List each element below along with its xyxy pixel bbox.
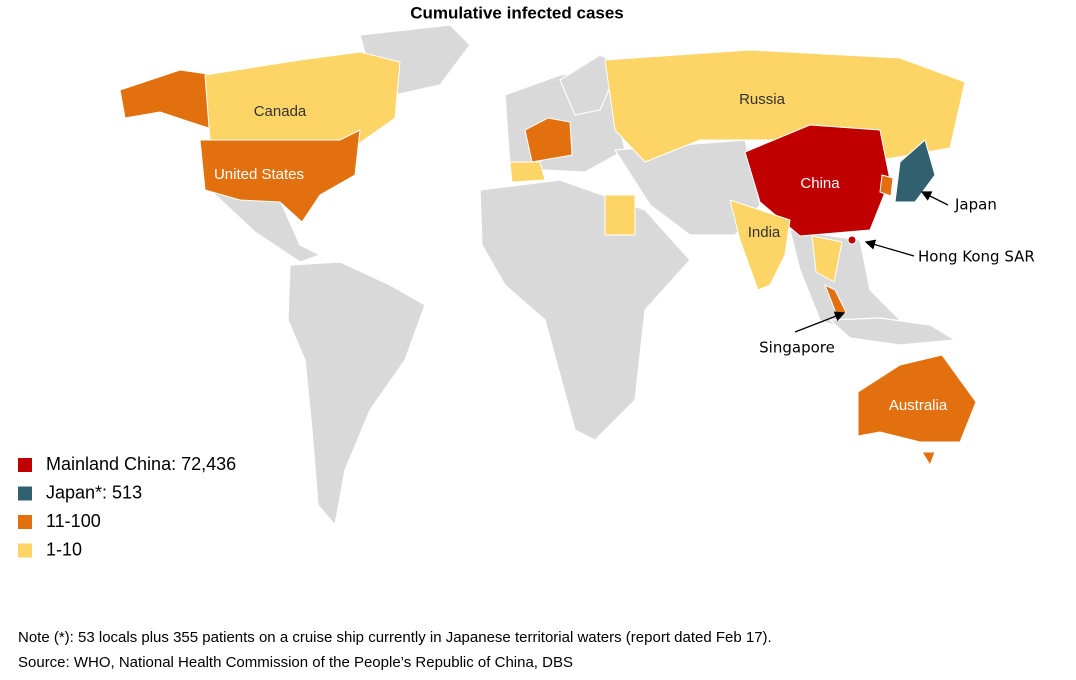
legend-swatch bbox=[18, 515, 32, 529]
map-label: Canada bbox=[254, 103, 307, 120]
canada bbox=[204, 51, 401, 151]
egypt bbox=[604, 194, 636, 236]
map-title: Cumulative infected cases bbox=[410, 3, 624, 22]
source: Source: WHO, National Health Commission … bbox=[18, 654, 573, 671]
callout-label: Singapore bbox=[759, 339, 835, 357]
france-germany bbox=[524, 117, 573, 163]
malaysia bbox=[824, 283, 847, 319]
world-map bbox=[119, 24, 977, 527]
australia bbox=[857, 354, 977, 443]
map-label: India bbox=[748, 224, 781, 241]
legend-swatch bbox=[18, 486, 32, 501]
japan bbox=[894, 139, 936, 203]
callout-arrow bbox=[920, 191, 949, 206]
alaska bbox=[119, 69, 216, 131]
legend-label: 1-10 bbox=[46, 539, 82, 559]
map-label: China bbox=[800, 175, 840, 192]
tasmania bbox=[921, 451, 936, 467]
legend-label: 11-100 bbox=[46, 511, 101, 531]
hong-kong bbox=[847, 235, 857, 245]
legend: Mainland China: 72,436 Japan*: 513 11-100 1… bbox=[18, 454, 236, 559]
india bbox=[729, 199, 791, 291]
united-states bbox=[199, 129, 361, 223]
korea bbox=[879, 174, 894, 197]
map-label: Russia bbox=[739, 91, 786, 108]
thailand-vietnam bbox=[811, 235, 843, 283]
spain-italy bbox=[509, 161, 546, 183]
indonesia bbox=[828, 317, 957, 346]
legend-swatch bbox=[18, 543, 32, 558]
south-america bbox=[287, 261, 426, 527]
map-label: United States bbox=[214, 166, 304, 183]
callout-label: Japan bbox=[954, 196, 997, 214]
africa bbox=[479, 179, 691, 441]
callout-label: Hong Kong SAR bbox=[918, 248, 1035, 266]
callout-arrow bbox=[794, 311, 846, 333]
legend-swatch bbox=[18, 458, 32, 472]
china bbox=[744, 124, 891, 237]
legend-label: Mainland China: 72,436 bbox=[46, 454, 236, 474]
note: Note (*): 53 locals plus 355 patients on… bbox=[18, 629, 772, 646]
legend-label: Japan*: 513 bbox=[46, 482, 142, 502]
map-label: Australia bbox=[889, 397, 948, 414]
callout-arrow bbox=[864, 239, 915, 257]
